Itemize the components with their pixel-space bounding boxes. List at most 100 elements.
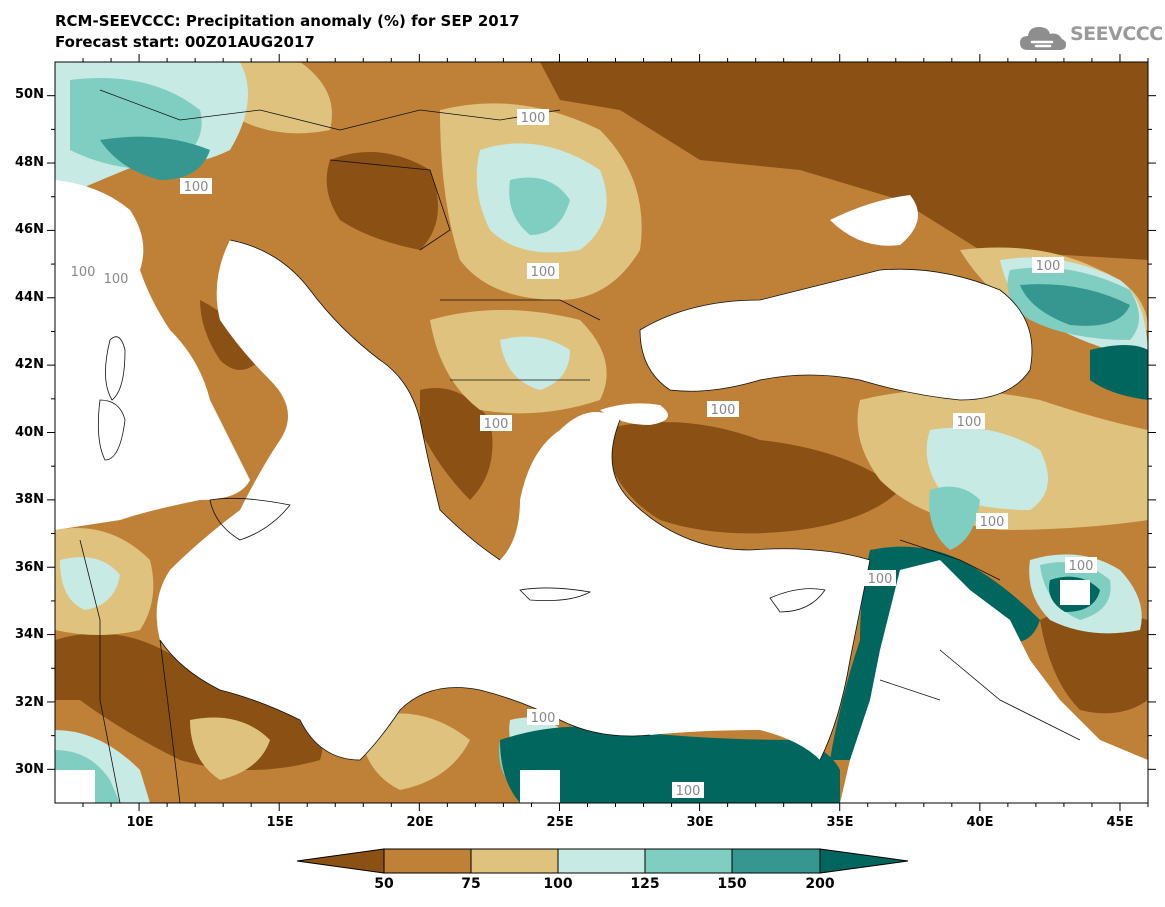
lon-label: 25E (546, 815, 574, 830)
field-above-200-levant (830, 546, 1040, 760)
contour-labels: 100 100 100 100 100 100 100 100 100 100 … (67, 109, 1097, 799)
lat-label: 36N (15, 560, 44, 575)
field-125-150-carpathians (509, 177, 570, 235)
field-above-200-georgia (1090, 345, 1148, 400)
border-middle-east (879, 539, 1081, 741)
colorbar-segment (470, 848, 559, 874)
contour-label: 100 (707, 401, 739, 418)
coast-black-sea (639, 268, 1033, 401)
contour-label-bg (707, 401, 739, 417)
contour-label: 100 (672, 782, 704, 799)
chart-title: RCM-SEEVCCC: Precipitation anomaly (%) f… (55, 12, 520, 30)
sea-tyrrhenian-west (55, 180, 250, 530)
lat-label: 38N (15, 492, 44, 507)
lon-label: 10E (126, 815, 154, 830)
colorbar-segment (383, 848, 472, 874)
no-data-arabia (840, 560, 1148, 803)
no-data-egypt (520, 770, 560, 803)
no-data-algeria (55, 770, 95, 803)
sea-mediterranean (156, 240, 870, 760)
lon-label: 40E (966, 815, 994, 830)
colorbar (296, 848, 909, 874)
axis-ticks (47, 54, 1156, 811)
field-150-200-caucasus (1020, 284, 1130, 326)
colorbar-label: 150 (717, 876, 747, 892)
seevccc-logo: SEEVCCC (1018, 18, 1163, 58)
colorbar-label: 200 (805, 876, 835, 892)
contour-label-bg (480, 415, 512, 431)
contour-label-text: 100 (1069, 559, 1094, 574)
contour-label-text: 100 (184, 180, 209, 195)
contour-label: 100 (480, 415, 512, 432)
contour-label: 100 (527, 709, 559, 726)
contour-label: 100 (953, 413, 985, 430)
colorbar-segment (731, 848, 821, 874)
contour-label-text: 100 (531, 711, 556, 726)
contour-label-text: 100 (676, 784, 701, 799)
field-150-200-alps (100, 136, 210, 180)
contour-label: 100 (527, 263, 559, 280)
contour-label: 100 (100, 270, 132, 287)
contour-label-bg (100, 270, 132, 286)
field-below-50-greece (420, 388, 493, 500)
field-below-50-anatolia (600, 422, 900, 534)
contour-label-text: 100 (957, 415, 982, 430)
contour-label: 100 (864, 570, 896, 587)
border-central-europe (99, 89, 561, 131)
island-cyprus (769, 588, 826, 613)
contour-label-text: 100 (868, 572, 893, 587)
sea-black (640, 269, 1032, 400)
lat-label: 44N (15, 290, 44, 305)
lon-label: 45E (1106, 815, 1134, 830)
contour-label: 100 (180, 178, 212, 195)
colorbar-low-arrow (296, 848, 385, 874)
contour-label-text: 100 (531, 265, 556, 280)
map-field (55, 62, 1148, 803)
contour-label-bg (953, 413, 985, 429)
contour-label-bg (527, 709, 559, 725)
lat-label: 32N (15, 695, 44, 710)
lon-label: 35E (826, 815, 854, 830)
lat-label: 46N (15, 222, 44, 237)
contour-label-text: 100 (980, 515, 1005, 530)
field-above-200-egypt (500, 726, 840, 803)
field-100-125-bulgaria (500, 336, 570, 390)
contour-label-bg (517, 109, 549, 125)
field-75-100-libya-south (190, 717, 270, 780)
contour-label: 100 (517, 109, 549, 126)
colorbar-segment (557, 848, 646, 874)
sea-marmara (600, 403, 668, 425)
lat-label: 42N (15, 357, 44, 372)
colorbar-label: 50 (374, 876, 394, 892)
contour-label-bg (1032, 257, 1064, 273)
contour-label-text: 100 (484, 417, 509, 432)
lat-label: 30N (15, 762, 44, 777)
contour-label: 100 (1032, 257, 1064, 274)
contour-label: 100 (67, 263, 99, 280)
colorbar-segment (644, 848, 733, 874)
border-balkans (329, 159, 601, 381)
field-below-50-hungary (326, 152, 438, 250)
field-below-50-iraq (1040, 610, 1148, 714)
field-below-50-ukraine (540, 62, 1148, 260)
contour-label-bg (1065, 557, 1097, 573)
colorbar-label: 100 (543, 876, 573, 892)
contour-label: 100 (976, 513, 1008, 530)
field-100-125-tunisia (60, 557, 120, 610)
coast-adriatic-balkan (229, 239, 501, 561)
contour-label-text: 100 (711, 403, 736, 418)
lon-label: 20E (406, 815, 434, 830)
field-below-50-russia (1036, 70, 1148, 190)
border-north-africa (79, 539, 181, 803)
lon-label: 15E (266, 815, 294, 830)
island-crete (519, 587, 592, 602)
contour-label-bg (67, 263, 99, 279)
forecast-start-subtitle: Forecast start: 00Z01AUG2017 (55, 33, 315, 51)
lat-label: 50N (15, 87, 44, 102)
colorbar-label: 125 (630, 876, 660, 892)
contour-label-text: 100 (104, 272, 129, 287)
island-sicily (209, 497, 291, 541)
islands-corsica-sardinia (97, 336, 126, 461)
no-data-iraq (1060, 580, 1090, 605)
lat-label: 48N (15, 155, 44, 170)
